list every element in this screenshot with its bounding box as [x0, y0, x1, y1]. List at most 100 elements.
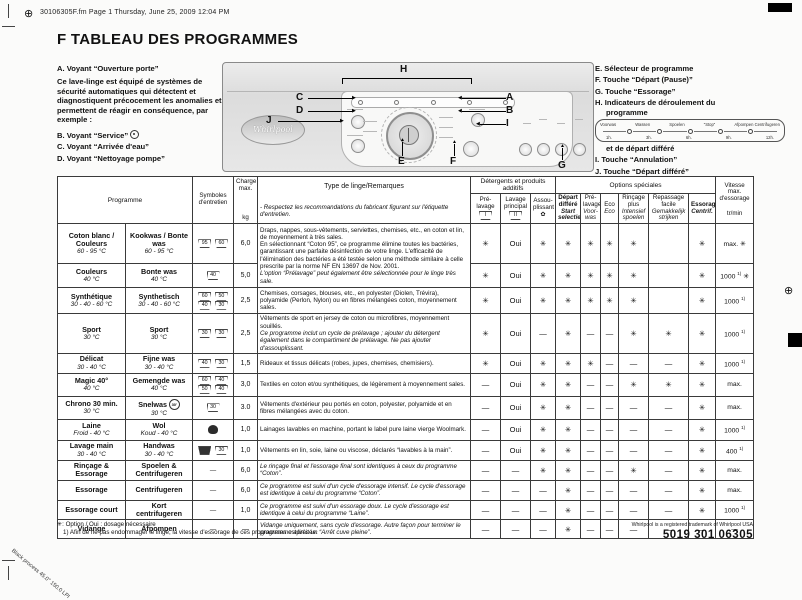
col-prelavage-opt: Pré-lavage Voor-was — [580, 192, 602, 225]
detergent-mark-2: ✳ — [530, 223, 557, 265]
detergent-mark-0: — — [470, 439, 502, 461]
detergent-mark-2: ✳ — [530, 287, 557, 315]
detergent-mark-1: Oui — [500, 223, 532, 265]
crop-mark — [2, 560, 15, 561]
panel-print — [469, 109, 485, 110]
callout-line — [462, 111, 506, 112]
option-mark-5: ✳ — [688, 418, 717, 441]
option-mark-0: ✳ — [555, 439, 582, 461]
option-mark-4: — — [648, 459, 690, 481]
option-mark-1: — — [580, 313, 602, 354]
max-spin-speed: 1000 1) — [715, 499, 755, 521]
option-mark-3: — — [618, 352, 650, 374]
max-spin-speed: max. ✳ — [715, 223, 755, 265]
table-row: Rinçage & Essorage Spoelen & Centrifugere… — [57, 459, 755, 481]
program-name-nl: Centrifugeren — [124, 479, 194, 501]
care-symbols: 60 40 50 40 — [192, 372, 235, 397]
option-mark-2: ✳ — [600, 223, 620, 265]
legend-item-g: G. Touche “Essorage” — [595, 86, 676, 96]
care-symbols: 30 30 — [192, 313, 235, 354]
program-name-nl: Handwas 30 - 40 °C — [124, 439, 194, 461]
table-row: Magic 40° 40 °C Gemengde was 40 °C 60 40 50 … — [57, 372, 755, 397]
callout-h-bracket — [342, 78, 472, 84]
option-mark-5: ✳ — [688, 313, 717, 354]
option-mark-0: ✳ — [555, 223, 582, 265]
detergent-mark-0: ✳ — [470, 223, 502, 265]
detergent-mark-0: ✳ — [470, 287, 502, 315]
option-mark-3: — — [618, 499, 650, 521]
callout-j: J — [266, 115, 272, 126]
legend-item-j: J. Touche “Départ différé” — [595, 166, 689, 176]
callout-a: A — [506, 92, 514, 103]
detergent-mark-0: ✳ — [470, 313, 502, 354]
diagram-time: 3h. — [645, 134, 652, 140]
service-icon — [130, 129, 140, 139]
detergent-mark-2: — — [530, 313, 557, 354]
col-prelavage-det: Pré-lavage I — [470, 192, 502, 225]
document-number: 5019 301 06305 — [662, 529, 753, 541]
option-mark-4 — [648, 287, 690, 315]
program-name-fr: Magic 40° 40 °C — [57, 372, 126, 397]
program-name-nl: Kookwas / Bonte was 60 - 95 °C — [124, 223, 194, 265]
care-symbols — [192, 418, 235, 441]
detergent-mark-0: ✳ — [470, 263, 502, 289]
callout-d: D — [296, 105, 304, 116]
care-tub-icon: 30 — [214, 300, 228, 310]
panel-print — [539, 119, 547, 120]
legend-item-h2: programme — [606, 107, 648, 117]
max-load: 6,0 — [233, 459, 259, 481]
print-calibration-bar — [768, 3, 792, 12]
detergent-mark-2: ✳ — [530, 439, 557, 461]
spin-button — [573, 143, 586, 156]
table-row: Synthétique 30 - 40 - 60 °C Synthetisch 30 … — [57, 287, 755, 315]
callout-b: B — [506, 105, 514, 116]
table-row: Laine Froid - 40 °C Wol Koud - 40 °C 1,0 Lain… — [57, 418, 755, 441]
care-symbols: 40 — [192, 263, 235, 289]
option-mark-5: ✳ — [688, 287, 717, 315]
detergent-mark-1: Oui — [500, 287, 532, 315]
table-row: Vidange Afpompen — — Vidange uniquement, san… — [57, 519, 755, 540]
legend-item-f: F. Touche “Départ (Pause)” — [595, 75, 693, 85]
option-mark-0: ✳ — [555, 459, 582, 481]
detergent-mark-0: ✳ — [470, 352, 502, 374]
remarks: Vêtements de sport en jersey de coton ou… — [257, 313, 472, 354]
care-tub-icon: 40 — [214, 384, 228, 394]
option-mark-4: — — [648, 352, 690, 374]
arrowhead: ◀ — [458, 95, 462, 101]
crop-mark — [2, 26, 15, 27]
detergent-mark-1: Oui — [500, 352, 532, 374]
table-header: Programme Symboles d'entretien Charge ma… — [56, 175, 755, 225]
registration-mark-icon: ⊕ — [24, 8, 34, 20]
legend-item-d: D. Voyant “Nettoyage pompe” — [57, 153, 165, 163]
remarks: Vidange uniquement, sans cycle d'essorag… — [257, 519, 472, 540]
table-row: Chrono 30 min. 30 °C Snelwas 30' 30 °C 30 3.0… — [57, 395, 755, 420]
option-mark-5: ✳ — [688, 499, 717, 521]
detergent-mark-1: Oui — [500, 395, 532, 420]
option-mark-3: — — [618, 519, 650, 540]
option-mark-5: ✳ — [688, 459, 717, 481]
max-spin-speed: max. — [715, 459, 755, 481]
option-mark-2: — — [600, 418, 620, 441]
max-spin-speed: 1000 1) — [715, 352, 755, 374]
woolmark-icon — [208, 425, 219, 435]
program-name-fr: Laine Froid - 40 °C — [57, 418, 126, 441]
option-mark-4: — — [648, 395, 690, 420]
detergent-mark-2: — — [530, 519, 557, 540]
option-mark-1: — — [580, 439, 602, 461]
option-mark-3: ✳ — [618, 313, 650, 354]
option-mark-0: ✳ — [555, 313, 582, 354]
max-spin-speed: 1000 1) — [715, 313, 755, 354]
option-mark-2: — — [600, 439, 620, 461]
option-mark-0: ✳ — [555, 263, 582, 289]
care-tub-icon: 60 — [198, 375, 212, 385]
callout-f: F — [450, 156, 457, 167]
option-mark-3: ✳ — [618, 223, 650, 265]
scan-header-line: 30106305F.fm Page 1 Thursday, June 25, 2… — [40, 9, 230, 16]
option-mark-0: ✳ — [555, 287, 582, 315]
care-tub-icon: 40 — [206, 271, 220, 281]
option-mark-4: — — [648, 499, 690, 521]
softener-flower-icon: ✿ — [540, 211, 546, 219]
option-mark-0: ✳ — [555, 372, 582, 397]
option-mark-3: — — [618, 439, 650, 461]
diagram-label: Voorwas — [600, 122, 617, 128]
